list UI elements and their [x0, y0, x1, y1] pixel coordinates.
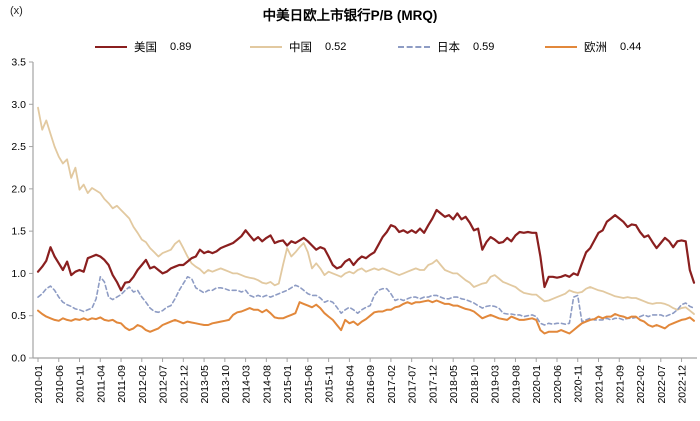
y-axis-tick-label: 1.5	[11, 226, 26, 238]
x-axis-tick-label: 2022-12	[677, 365, 689, 404]
legend-swatch-us	[95, 46, 127, 48]
x-axis-tick-label: 2018-10	[469, 365, 481, 404]
line-series-japan	[37, 275, 695, 326]
legend-label-us: 美国	[134, 42, 157, 54]
legend-item-europe: 欧洲 0.44	[545, 39, 641, 55]
legend-item-china: 中国 0.52	[250, 39, 346, 55]
y-axis-tick-label: 2.0	[11, 183, 26, 195]
y-axis-tick-label: 3.0	[11, 99, 26, 111]
legend-label-europe: 欧洲	[584, 42, 607, 54]
x-axis-tick-label: 2015-11	[324, 365, 336, 403]
legend-item-us: 美国 0.89	[95, 39, 191, 55]
line-series-china	[37, 106, 695, 315]
legend-label-japan: 日本	[437, 42, 460, 54]
x-axis-tick-label: 2013-05	[199, 365, 211, 404]
y-axis-tick-label: 0.0	[11, 353, 26, 365]
x-axis-tick-label: 2010-06	[54, 365, 66, 404]
x-axis-tick-label: 2010-11	[75, 365, 87, 403]
x-axis-tick-label: 2022-07	[656, 365, 668, 404]
x-axis-tick-label: 2018-05	[448, 365, 460, 404]
x-axis-tick-label: 2014-08	[261, 365, 273, 404]
legend-swatch-japan	[398, 46, 430, 48]
x-axis-tick-label: 2010-01	[33, 365, 45, 404]
x-axis-tick-label: 2019-08	[510, 365, 522, 404]
x-axis-tick-label: 2015-01	[282, 365, 294, 404]
x-axis-tick-label: 2017-12	[427, 365, 439, 404]
legend-swatch-europe	[545, 46, 577, 48]
x-axis-tick-label: 2012-02	[137, 365, 149, 404]
x-axis-tick-label: 2012-07	[158, 365, 170, 404]
x-axis-tick-label: 2016-09	[365, 365, 377, 404]
legend-item-japan: 日本 0.59	[398, 39, 494, 55]
unit-label: (x)	[10, 5, 23, 17]
y-axis-tick-label: 2.5	[11, 141, 26, 153]
x-axis-tick-label: 2016-04	[344, 365, 356, 404]
legend-value-china: 0.52	[325, 41, 347, 53]
x-axis-tick-label: 2021-04	[594, 365, 606, 404]
x-axis-tick-label: 2017-07	[407, 365, 419, 404]
x-axis-tick-label: 2020-11	[573, 365, 585, 403]
legend-swatch-china	[250, 46, 282, 48]
y-axis-tick-label: 3.5	[11, 57, 26, 69]
x-axis-tick-label: 2012-12	[178, 365, 190, 404]
x-axis-tick-label: 2022-02	[635, 365, 647, 404]
y-axis-tick-label: 0.5	[11, 310, 26, 322]
x-axis-tick-label: 2017-02	[386, 365, 398, 404]
x-axis-tick-label: 2011-04	[95, 365, 107, 403]
x-axis-tick-label: 2011-09	[116, 365, 128, 403]
x-axis-tick-label: 2020-01	[531, 365, 543, 404]
x-axis-tick-label: 2019-03	[490, 365, 502, 404]
line-series-europe	[37, 299, 695, 335]
legend-value-europe: 0.44	[620, 41, 642, 53]
legend-label-china: 中国	[289, 42, 312, 54]
y-axis-tick-label: 1.0	[11, 268, 26, 280]
x-axis-tick-label: 2013-10	[220, 365, 232, 404]
chart-title: 中美日欧上市银行P/B (MRQ)	[262, 8, 438, 23]
x-axis-tick-label: 2014-03	[241, 365, 253, 404]
x-axis-tick-label: 2020-06	[552, 365, 564, 404]
x-axis-tick-label: 2021-09	[614, 365, 626, 404]
x-axis-tick-label: 2015-06	[303, 365, 315, 404]
legend-value-us: 0.89	[170, 41, 192, 53]
legend: 美国 0.89 中国 0.52 日本 0.59 欧洲 0.44	[0, 39, 700, 55]
line-series-us	[36, 208, 696, 292]
legend-value-japan: 0.59	[473, 41, 495, 53]
